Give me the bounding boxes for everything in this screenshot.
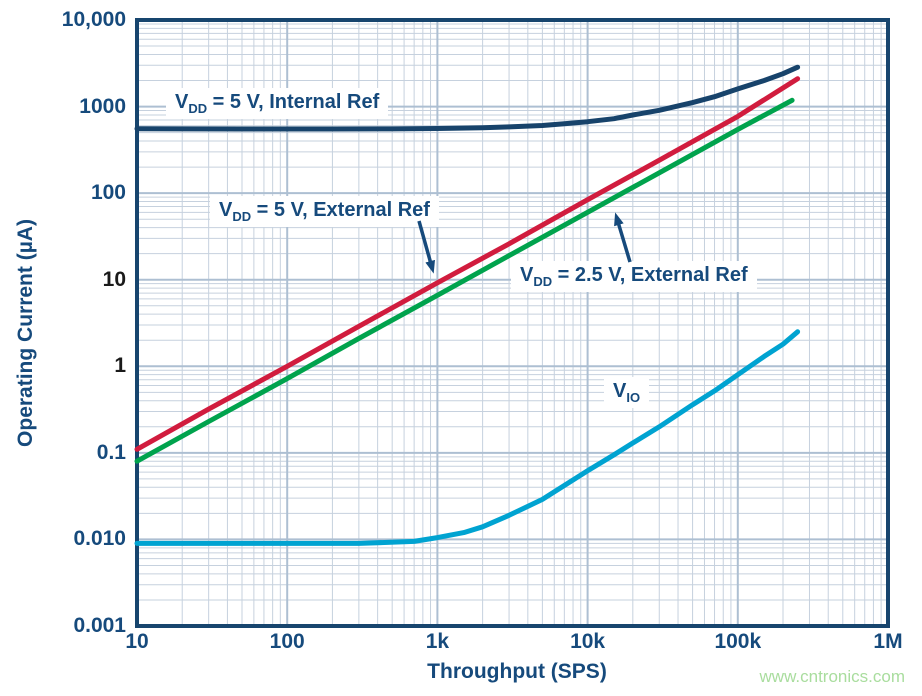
annotation-arrow-0 xyxy=(417,220,436,274)
label-text: = 5 V, External Ref xyxy=(251,199,430,221)
curve-2 xyxy=(134,97,795,464)
label-prefix: V xyxy=(613,380,627,402)
label-text: = 5 V, Internal Ref xyxy=(207,91,380,113)
label-prefix: V xyxy=(175,91,189,113)
label-prefix: V xyxy=(219,199,233,221)
y-tick-10: 10 xyxy=(102,267,126,291)
x-tick-100k: 100k xyxy=(714,630,762,653)
label-vdd5-external-ref: VDD = 5 V, External Ref xyxy=(210,196,439,228)
x-tick-1M: 1M xyxy=(873,630,903,653)
y-tick-10000: 10,000 xyxy=(61,8,126,31)
y-tick-0p001: 0.001 xyxy=(73,614,126,637)
y-tick-100: 100 xyxy=(90,181,126,205)
x-axis-title: Throughput (SPS) xyxy=(427,660,607,683)
y-tick-0p010: 0.010 xyxy=(73,527,126,551)
x-tick-10: 10 xyxy=(125,630,149,653)
label-text: = 2.5 V, External Ref xyxy=(552,264,748,286)
annotation-arrow-1 xyxy=(614,212,632,263)
label-subscript: DD xyxy=(533,274,553,289)
label-subscript: DD xyxy=(232,209,252,224)
y-tick-0p1: 0.1 xyxy=(96,440,126,464)
y-tick-1000: 1000 xyxy=(79,94,126,118)
y-tick-1: 1 xyxy=(114,354,126,378)
label-subscript: IO xyxy=(626,390,641,405)
x-tick-10k: 10k xyxy=(570,630,606,653)
label-vdd5-internal-ref: VDD = 5 V, Internal Ref xyxy=(166,88,389,120)
curve-3 xyxy=(134,329,801,546)
label-subscript: DD xyxy=(188,101,208,116)
label-vio: VIO xyxy=(604,377,650,409)
curve-0 xyxy=(134,64,801,132)
x-tick-100: 100 xyxy=(269,630,305,653)
x-tick-1k: 1k xyxy=(425,630,450,653)
curve-1 xyxy=(134,76,801,452)
watermark: www.cntronics.com xyxy=(759,667,905,686)
label-vdd2p5-external-ref: VDD = 2.5 V, External Ref xyxy=(511,261,757,293)
label-prefix: V xyxy=(520,264,534,286)
